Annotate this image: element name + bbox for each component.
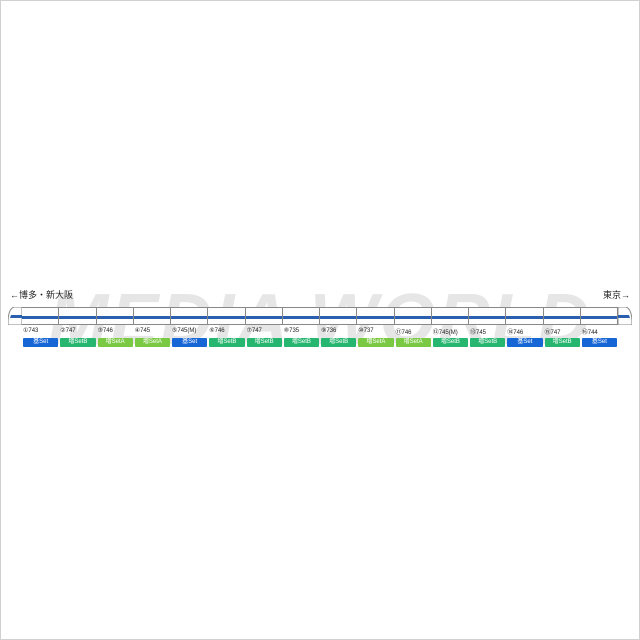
train-car	[469, 307, 506, 325]
set-badge: 増SetB	[545, 338, 580, 347]
set-badge: 増SetB	[247, 338, 282, 347]
car-number-row: ①743②747③746④745⑤745(M)⑥746⑦747⑧735⑨736⑩…	[8, 327, 632, 336]
train-car	[320, 307, 357, 325]
set-badge: 基Set	[507, 338, 542, 347]
set-badge: 増SetB	[470, 338, 505, 347]
train-car	[134, 307, 171, 325]
set-badge: 増SetA	[98, 338, 133, 347]
train-formation-diagram: ←博多・新大阪 東京→ ①743②747③746④745⑤745(M)⑥746⑦…	[8, 288, 632, 347]
car-number: ⑮747	[544, 327, 581, 336]
car-number: ⑪746	[395, 327, 432, 336]
car-number: ③746	[97, 327, 134, 336]
car-stripe	[59, 316, 95, 319]
set-badge-row: 基Set増SetB増SetA増SetA基Set増SetB増SetB増SetB増S…	[8, 338, 632, 347]
set-badge: 基Set	[172, 338, 207, 347]
train-car	[246, 307, 283, 325]
car-stripe	[246, 316, 282, 319]
train-car	[395, 307, 432, 325]
car-stripe	[432, 316, 468, 319]
car-number: ⑫745(M)	[432, 327, 469, 336]
set-badge: 基Set	[23, 338, 58, 347]
car-stripe	[544, 316, 580, 319]
car-number: ⑬745	[469, 327, 506, 336]
car-stripe	[22, 316, 58, 319]
train-car	[544, 307, 581, 325]
train-row	[8, 303, 632, 325]
set-badge: 増SetA	[358, 338, 393, 347]
car-stripe	[283, 316, 319, 319]
set-badge: 増SetB	[209, 338, 244, 347]
set-badge: 増SetB	[60, 338, 95, 347]
set-badge: 増SetA	[135, 338, 170, 347]
set-badge: 基Set	[582, 338, 617, 347]
train-car	[208, 307, 245, 325]
train-nose-right	[618, 307, 632, 325]
direction-right: 東京→	[603, 288, 630, 301]
car-stripe	[134, 316, 170, 319]
train-nose-left	[8, 307, 22, 325]
car-number: ⑧735	[283, 327, 320, 336]
car-number: ⑨736	[320, 327, 357, 336]
car-number: ⑥746	[208, 327, 245, 336]
set-badge: 増SetB	[433, 338, 468, 347]
train-car	[283, 307, 320, 325]
car-number: ⑦747	[246, 327, 283, 336]
car-number: ①743	[22, 327, 59, 336]
car-stripe	[97, 316, 133, 319]
direction-row: ←博多・新大阪 東京→	[8, 288, 632, 301]
train-car	[171, 307, 208, 325]
car-stripe	[320, 316, 356, 319]
car-stripe	[581, 316, 617, 319]
car-stripe	[357, 316, 393, 319]
car-stripe	[506, 316, 542, 319]
train-car	[97, 307, 134, 325]
train-car	[432, 307, 469, 325]
car-number: ⑭746	[506, 327, 543, 336]
train-car	[22, 307, 59, 325]
car-number: ⑤745(M)	[171, 327, 208, 336]
car-number: ⑯744	[581, 327, 618, 336]
train-car	[581, 307, 618, 325]
train-car	[506, 307, 543, 325]
car-number: ②747	[59, 327, 96, 336]
set-badge: 増SetB	[284, 338, 319, 347]
set-badge: 増SetA	[396, 338, 431, 347]
set-badge: 増SetB	[321, 338, 356, 347]
car-stripe	[171, 316, 207, 319]
car-number: ④745	[134, 327, 171, 336]
train-car	[357, 307, 394, 325]
train-car	[59, 307, 96, 325]
car-stripe	[469, 316, 505, 319]
direction-left: ←博多・新大阪	[10, 288, 73, 301]
car-number: ⑩737	[357, 327, 394, 336]
car-stripe	[395, 316, 431, 319]
car-stripe	[208, 316, 244, 319]
